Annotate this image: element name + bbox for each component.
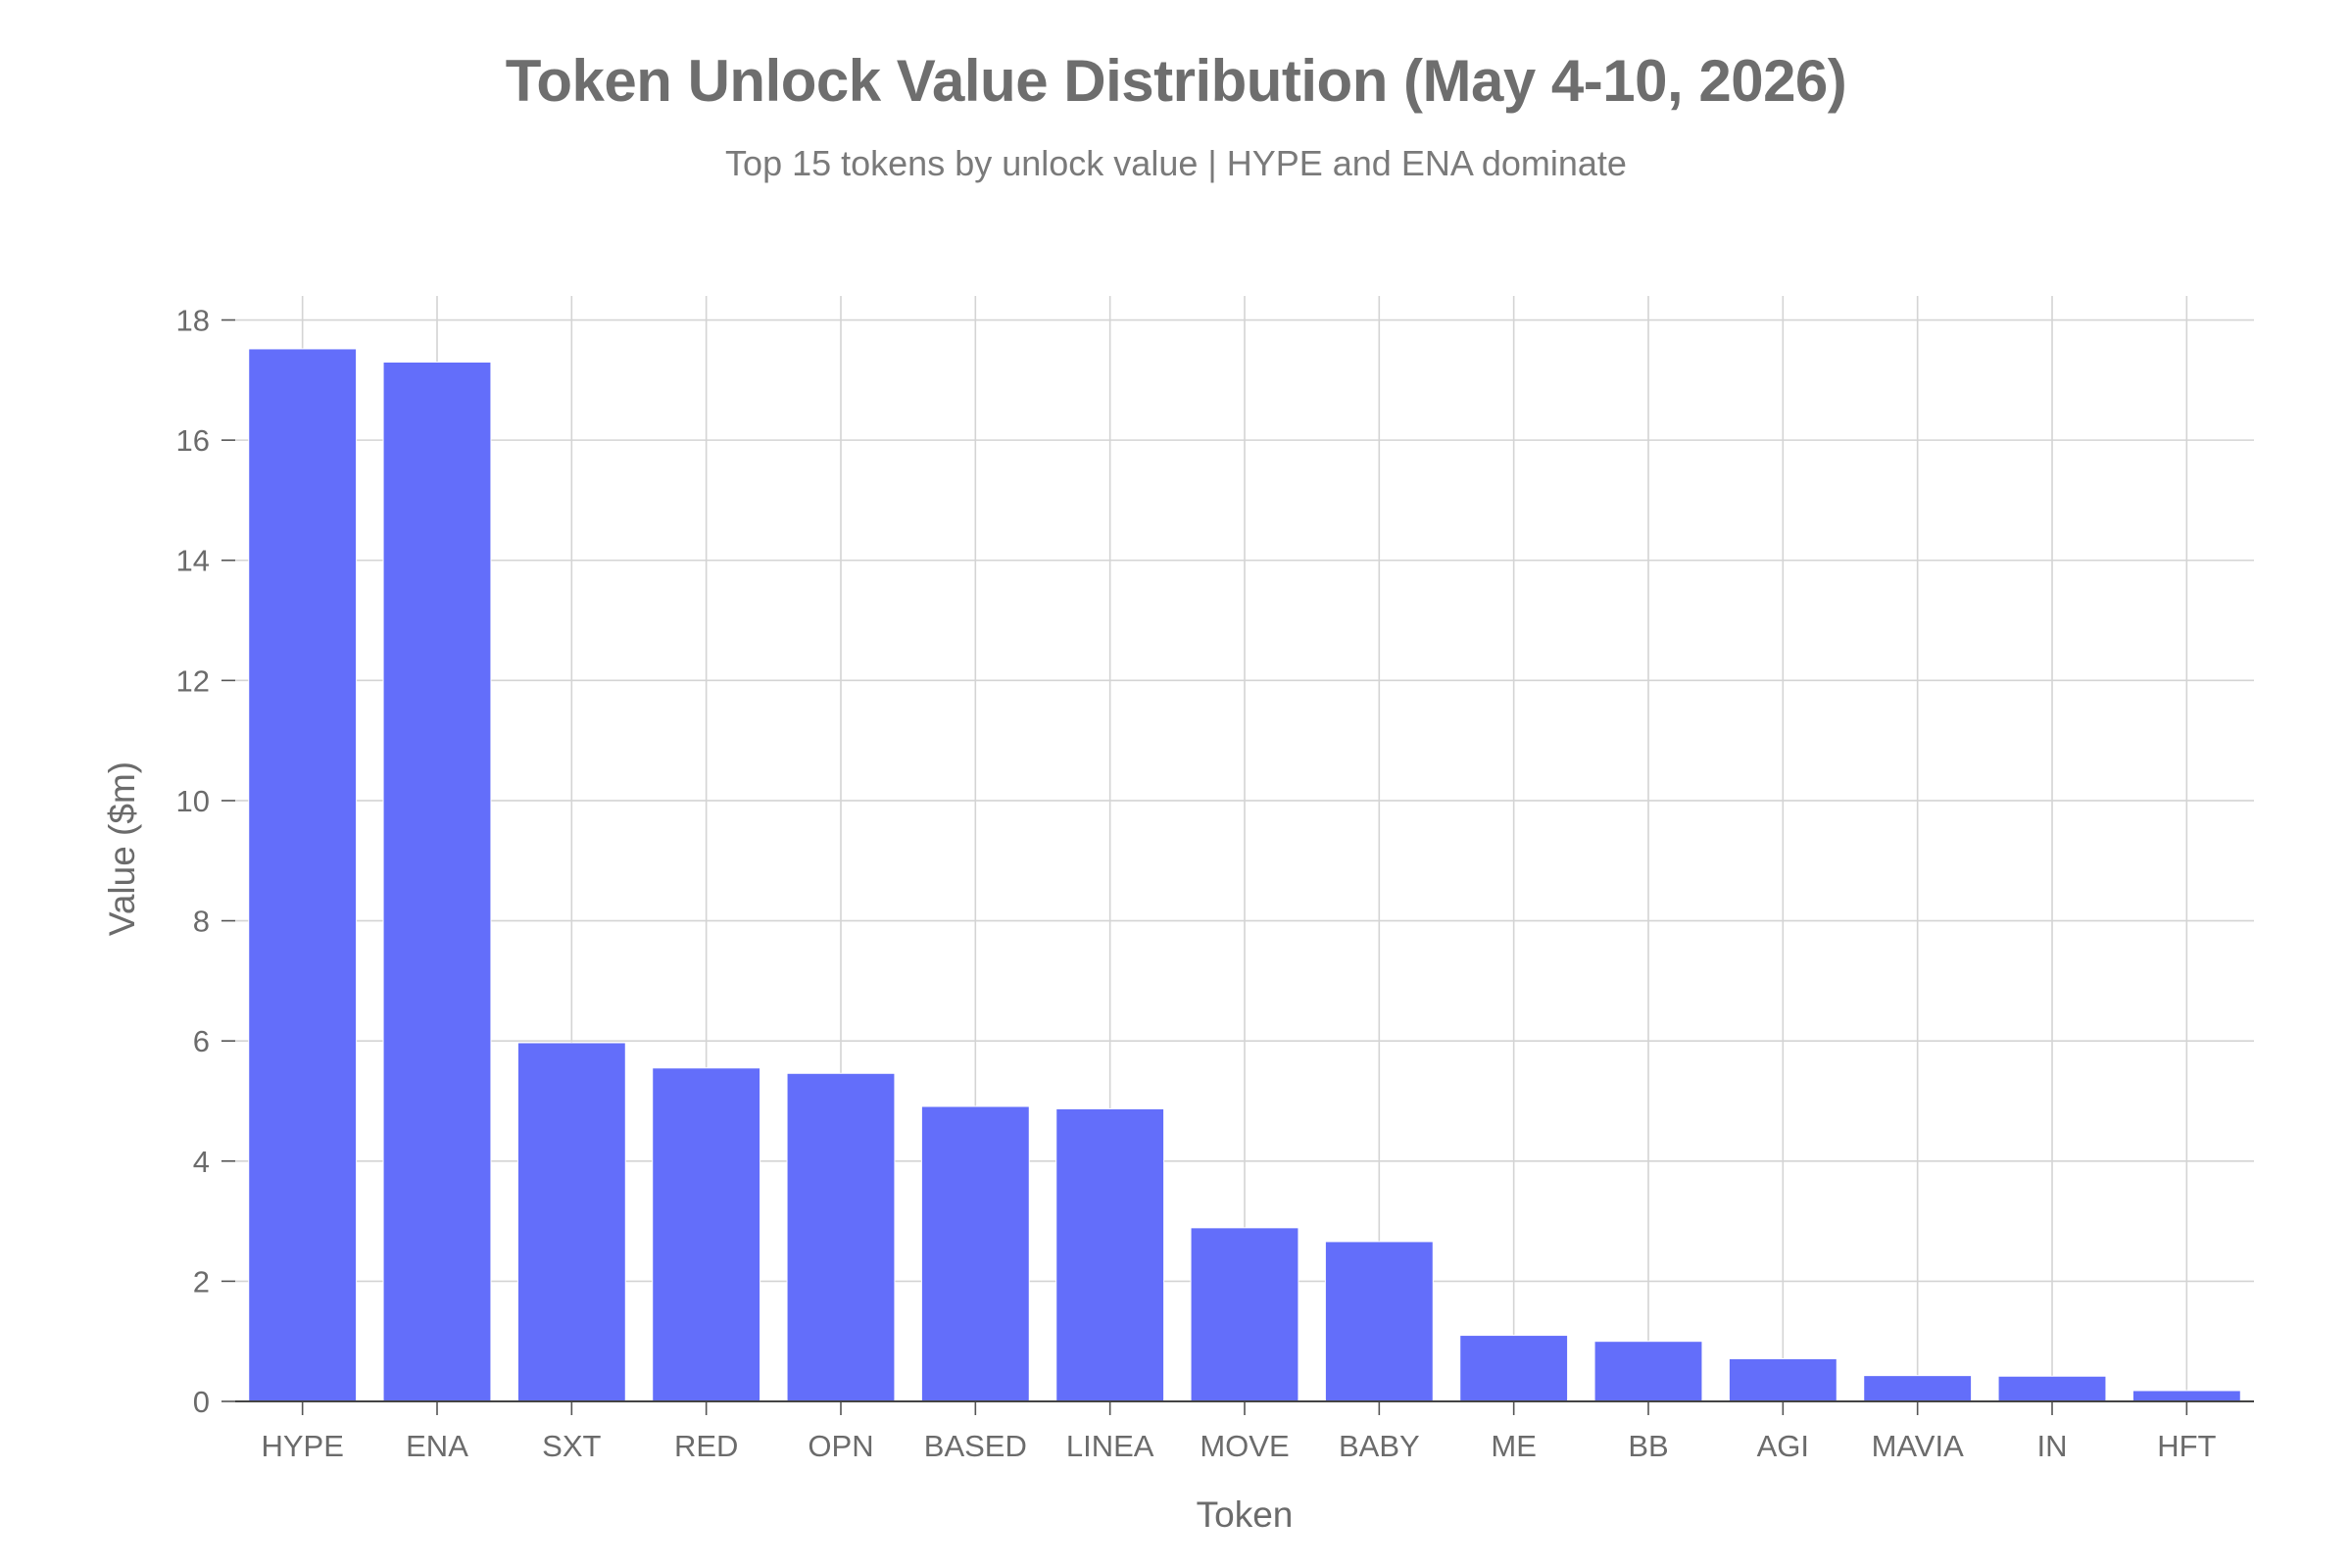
bar-layer [248, 348, 2241, 1402]
bar-red [652, 1067, 761, 1402]
bar-linea [1055, 1107, 1165, 1402]
x-tick-label: BB [1628, 1429, 1668, 1463]
y-tick-label: 10 [176, 784, 210, 818]
y-tick-label: 14 [176, 544, 210, 578]
x-tick-label: AGI [1757, 1429, 1809, 1463]
x-tick-label: BABY [1339, 1429, 1420, 1463]
y-tick-label: 16 [176, 423, 210, 458]
x-tick-label: IN [2037, 1429, 2068, 1463]
x-tick-label: HFT [2157, 1429, 2216, 1463]
bar-sxt [516, 1042, 626, 1402]
y-tick-label: 4 [193, 1145, 210, 1179]
bar-in [1997, 1375, 2107, 1402]
x-tick-label: ME [1491, 1429, 1537, 1463]
x-tick-label: HYPE [261, 1429, 343, 1463]
bar-bb [1593, 1341, 1703, 1402]
bar-hft [2132, 1390, 2241, 1402]
x-tick-label: BASED [924, 1429, 1027, 1463]
bar-ena [382, 361, 492, 1402]
y-tick-label: 2 [193, 1264, 210, 1298]
y-tick-label: 12 [176, 663, 210, 698]
x-tick-label: SXT [542, 1429, 601, 1463]
bar-hype [248, 348, 358, 1402]
x-tick-label: RED [674, 1429, 738, 1463]
bar-me [1459, 1335, 1569, 1402]
x-tick-label: MOVE [1200, 1429, 1289, 1463]
x-tick-label: LINEA [1066, 1429, 1154, 1463]
bar-opn [786, 1072, 896, 1402]
y-tick-label: 6 [193, 1024, 210, 1058]
bar-agi [1728, 1357, 1838, 1402]
bar-based [920, 1105, 1030, 1402]
x-axis-title: Token [1197, 1494, 1294, 1535]
y-tick-label: 0 [193, 1385, 210, 1419]
y-axis-title: Value ($m) [102, 761, 142, 936]
bar-baby [1324, 1241, 1434, 1402]
x-tick-label: OPN [808, 1429, 873, 1463]
x-tick-label: ENA [406, 1429, 468, 1463]
y-tick-label: 8 [193, 905, 210, 939]
chart-subtitle: Top 15 tokens by unlock value | HYPE and… [725, 143, 1627, 183]
bar-move [1190, 1227, 1299, 1402]
grid-layer [235, 296, 2254, 1401]
bar-mavia [1863, 1375, 1973, 1402]
x-tick-label: MAVIA [1872, 1429, 1964, 1463]
chart-title: Token Unlock Value Distribution (May 4-1… [505, 48, 1847, 114]
axis-layer: 0 2 4 6 8 10 12 14 16 18 HYPE ENA SXT RED OPN BASED LINE… [176, 304, 2254, 1463]
y-tick-label: 18 [176, 304, 210, 338]
